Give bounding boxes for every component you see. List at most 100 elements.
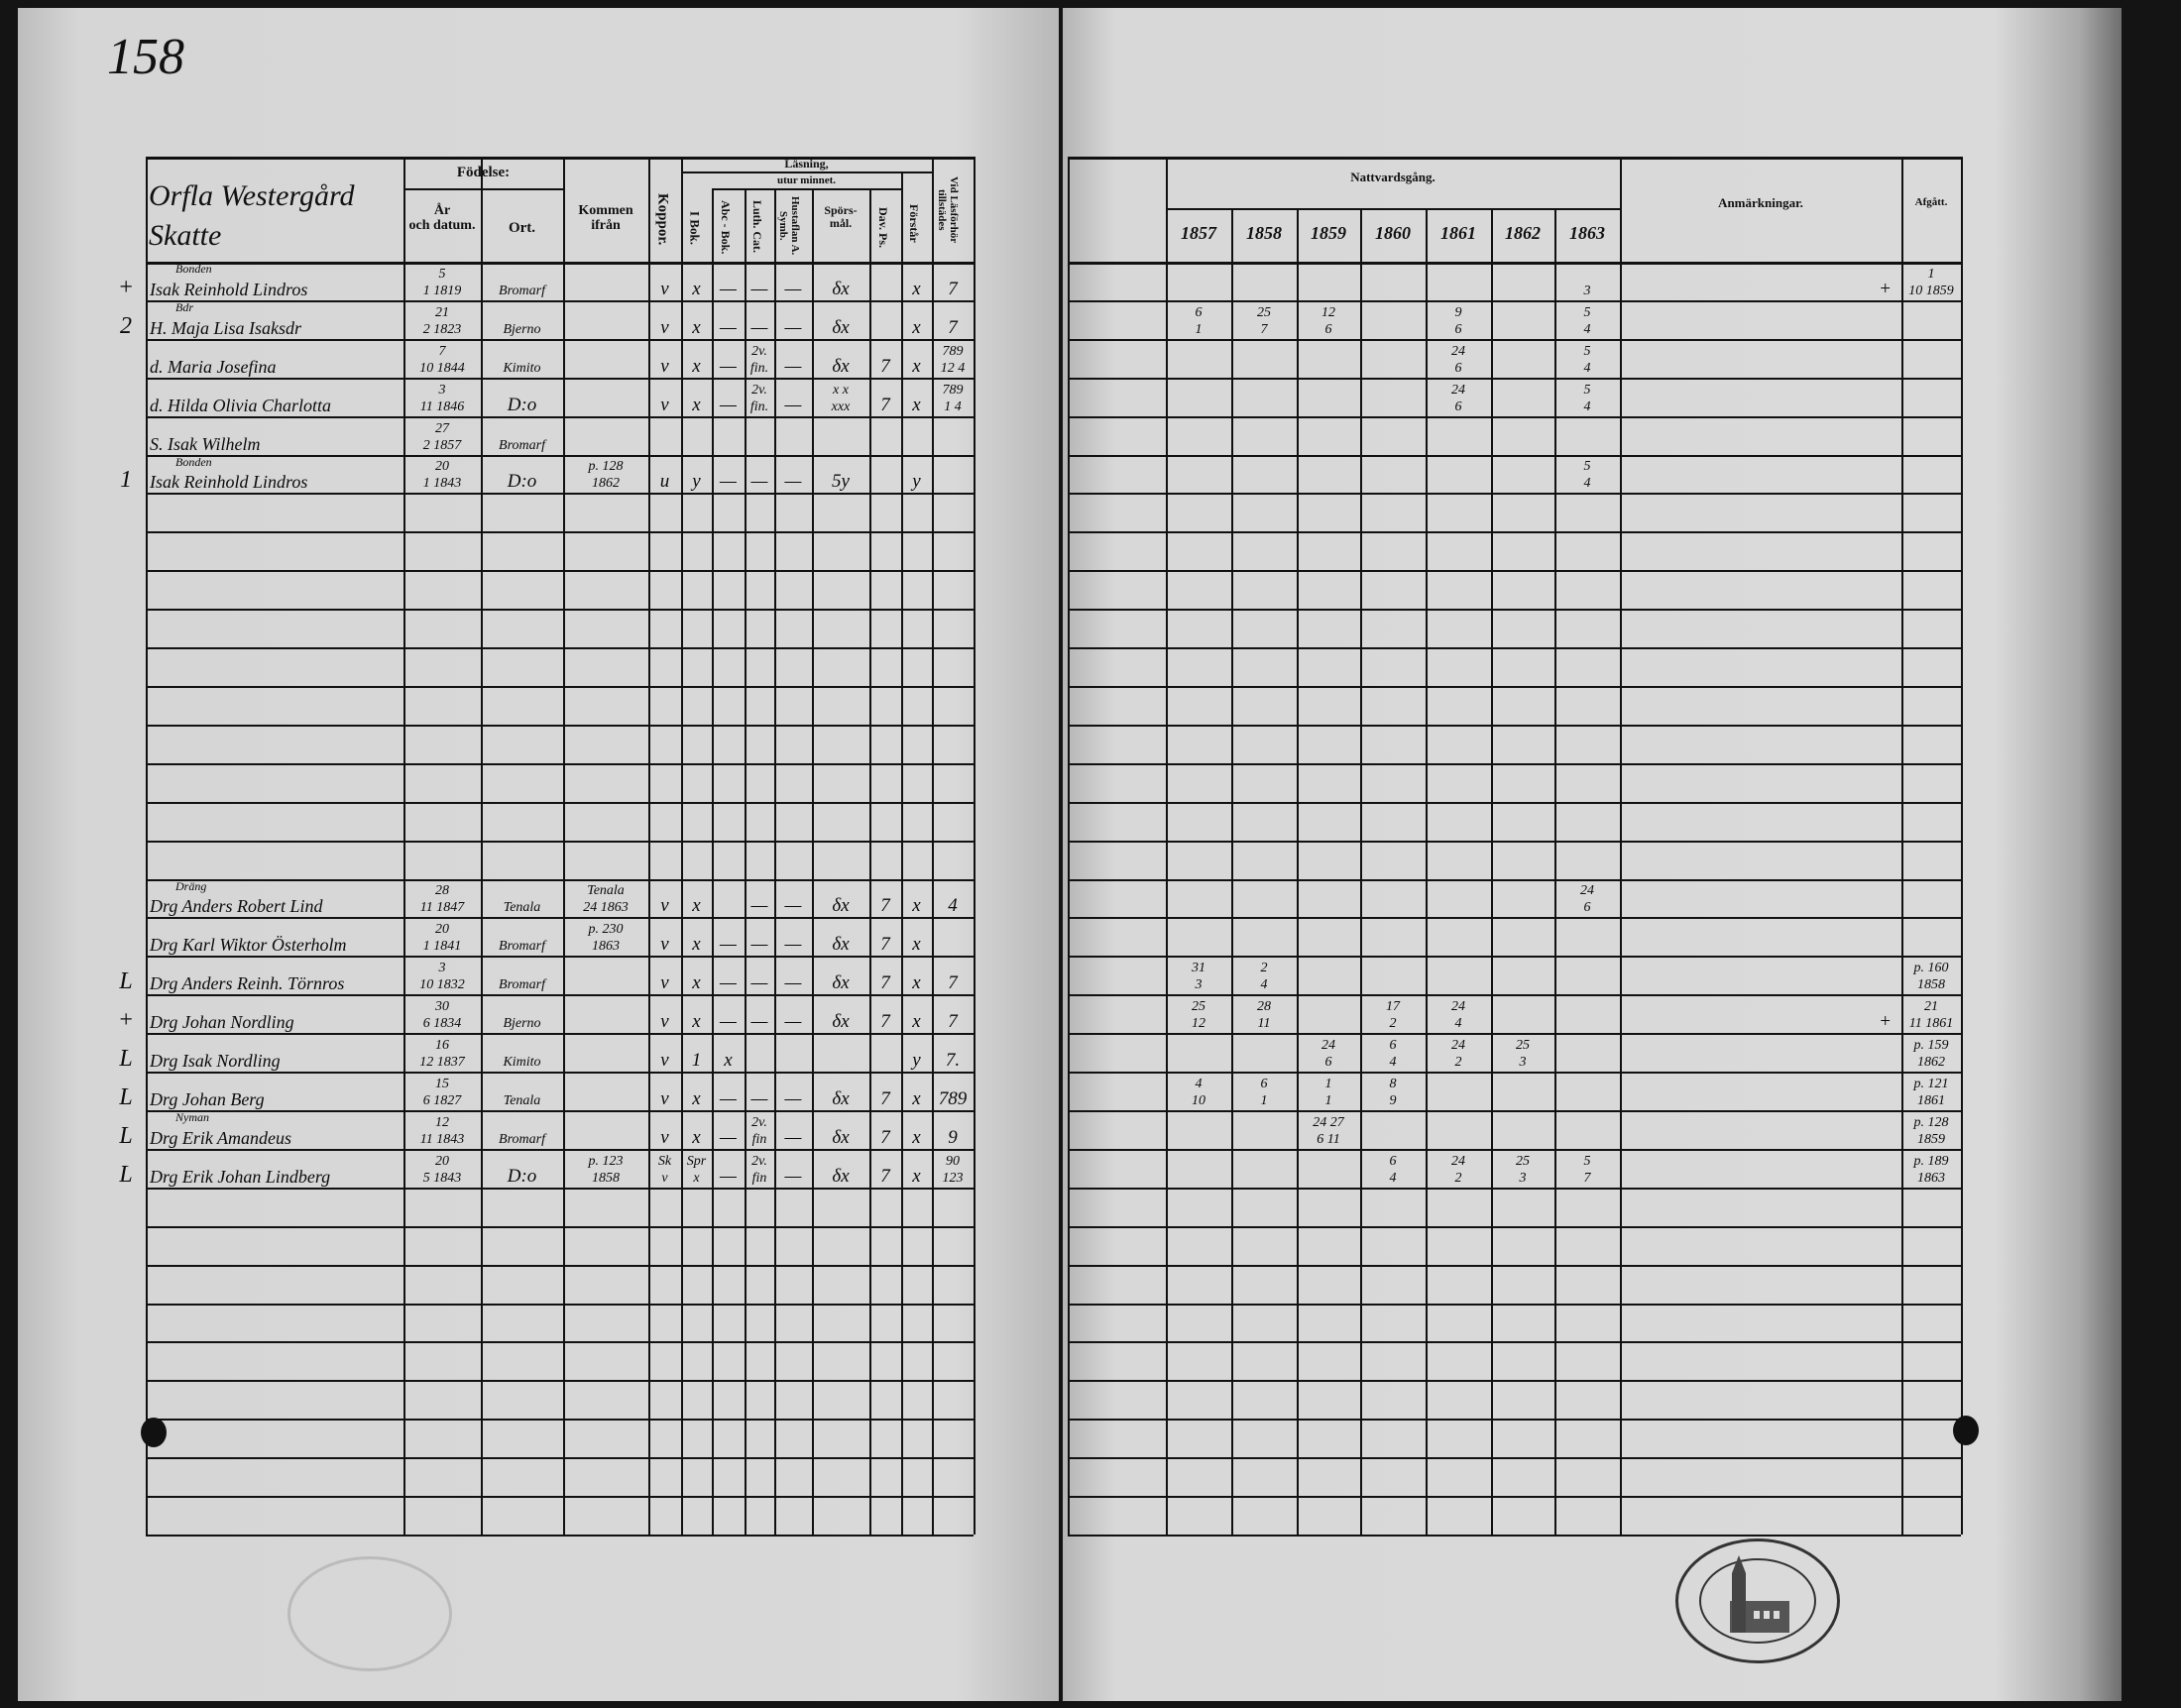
cell-ibok: x xyxy=(692,1087,701,1109)
cell-c1860 xyxy=(1364,1113,1422,1148)
cell-c1859 xyxy=(1301,342,1356,377)
cell-luth: — xyxy=(750,316,768,338)
cell-spors: δx xyxy=(832,1165,850,1187)
cell-abc: — xyxy=(720,1126,737,1148)
cell-place: D:o xyxy=(507,1165,537,1187)
cell-margin: 1 xyxy=(120,467,132,494)
cell-hust: — xyxy=(784,471,802,493)
cell-koppor: v xyxy=(660,355,669,377)
cell-vid: 7 xyxy=(948,316,958,338)
row-rule xyxy=(146,1265,974,1267)
header-sporsmal: Spörs- mål. xyxy=(824,203,858,231)
cell-c1862: 25 3 xyxy=(1516,1153,1530,1186)
cell-ibok: x xyxy=(692,895,701,917)
cell-name: Drg Johan Berg xyxy=(150,1088,265,1109)
header-abc-bok: Abc - Bok. xyxy=(719,199,734,255)
column-rule xyxy=(1491,208,1493,1535)
cell-koppor xyxy=(649,419,680,454)
cell-c1863 xyxy=(1558,1036,1616,1071)
cell-departed: p. 128 1859 xyxy=(1913,1114,1949,1147)
cell-born: 20 1 1843 xyxy=(422,459,462,492)
cell-margin: L xyxy=(119,1083,133,1110)
cell-remarks xyxy=(1620,959,1892,993)
cell-hust: — xyxy=(784,278,802,299)
cell-abc: — xyxy=(720,1087,737,1109)
cell-margin: L xyxy=(119,968,133,995)
cell-ibok: x xyxy=(692,934,701,956)
cell-c1861 xyxy=(1430,920,1487,955)
cell-departed: p. 121 1861 xyxy=(1913,1076,1949,1108)
cell-c1863 xyxy=(1558,1113,1616,1148)
row-rule xyxy=(146,763,974,765)
cell-hust: — xyxy=(784,1087,802,1109)
cell-koppor: v xyxy=(660,972,669,994)
header-anmarkningar: Anmärkningar. xyxy=(1718,195,1803,210)
row-rule xyxy=(1068,841,1961,843)
column-rule xyxy=(1554,208,1556,1535)
household-title: Orfla Westergård Skatte xyxy=(149,179,355,252)
cell-luth xyxy=(746,1036,773,1071)
cell-c1859: 12 6 xyxy=(1321,304,1335,337)
header-vid-lasforhor: Vid Läsförhör tillstädes xyxy=(936,176,961,244)
cell-dav: 7 xyxy=(880,934,890,956)
column-rule xyxy=(974,157,976,1535)
cell-abc: — xyxy=(720,355,737,377)
row-rule xyxy=(146,570,974,572)
cell-from: p. 123 1858 xyxy=(588,1153,624,1186)
cell-departed: 1 10 1859 xyxy=(1908,266,1954,298)
cell-forsar xyxy=(902,419,931,454)
cell-dav: 7 xyxy=(880,895,890,917)
cell-c1859: 1 1 xyxy=(1324,1076,1332,1108)
row-rule xyxy=(146,1341,974,1343)
header-kommen-ifran: Kommen ifrån xyxy=(578,203,633,234)
row-rule xyxy=(146,879,974,881)
cell-c1863: 5 4 xyxy=(1583,459,1591,492)
row-rule xyxy=(146,1149,974,1151)
cell-departed: 21 11 1861 xyxy=(1908,999,1954,1032)
row-rule xyxy=(1068,647,1961,649)
row-rule xyxy=(1068,686,1961,688)
cell-c1861 xyxy=(1430,1113,1487,1148)
cell-spors: δx xyxy=(832,278,850,299)
cell-margin xyxy=(111,419,141,454)
cell-c1858 xyxy=(1235,1152,1293,1187)
row-rule xyxy=(1068,570,1961,572)
cell-margin xyxy=(111,920,141,955)
cell-ibok: y xyxy=(692,471,701,493)
cell-title: Bonden xyxy=(175,262,212,276)
row-rule xyxy=(146,1110,974,1112)
cell-margin: 2 xyxy=(120,312,132,339)
cell-remarks xyxy=(1620,1113,1892,1148)
cell-title: Dräng xyxy=(175,878,207,893)
header-rule xyxy=(1068,262,1961,265)
cell-c1858 xyxy=(1235,1113,1293,1148)
cell-forsar: x xyxy=(912,1011,921,1033)
header-ar-och-datum: År och datum. xyxy=(408,203,476,234)
cell-spors: δx xyxy=(832,316,850,338)
row-rule xyxy=(1068,956,1961,958)
cell-hust: — xyxy=(784,972,802,994)
table-top-rule xyxy=(1068,157,1961,160)
cell-c1858 xyxy=(1235,1036,1293,1071)
cell-born: 21 2 1823 xyxy=(422,304,462,337)
row-rule xyxy=(146,1457,974,1459)
page-number: 158 xyxy=(107,29,184,85)
cell-c1862 xyxy=(1495,419,1550,454)
cell-koppor: v xyxy=(660,1087,669,1109)
row-rule xyxy=(1068,300,1961,302)
cell-forsar: x xyxy=(912,1165,921,1187)
cell-ibok: x xyxy=(692,1126,701,1148)
header-hustaflan: Hustaflan A. Symb. xyxy=(777,196,802,256)
column-rule xyxy=(1620,157,1622,1535)
cell-name: Drg Anders Reinh. Törnros xyxy=(150,973,345,994)
cell-koppor: Sk v xyxy=(657,1153,672,1186)
row-rule xyxy=(146,1419,974,1421)
cell-spors: δx xyxy=(832,355,850,377)
year-header-1859: 1859 xyxy=(1311,223,1346,243)
row-rule xyxy=(146,647,974,649)
cell-hust xyxy=(775,419,811,454)
cell-dav: 7 xyxy=(880,1087,890,1109)
column-rule xyxy=(932,171,934,1535)
cell-c1863: 5 4 xyxy=(1583,343,1591,376)
row-rule xyxy=(146,1380,974,1382)
